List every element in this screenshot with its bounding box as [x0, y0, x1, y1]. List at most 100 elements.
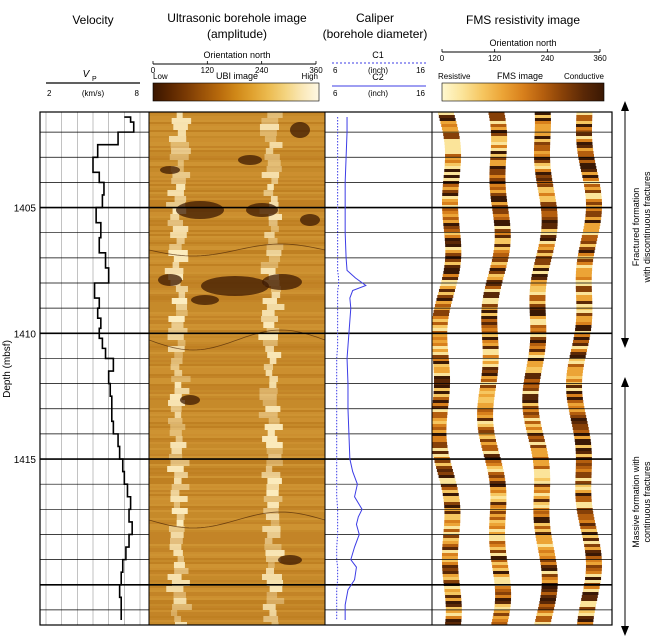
ubi-texture-row: [149, 222, 325, 224]
ubi-dark-feature: [180, 395, 200, 405]
fms-pad-strip: [538, 550, 555, 553]
ubi-dark-feature: [191, 295, 219, 305]
fms-pad-strip: [442, 217, 459, 220]
fms-pad-strip: [533, 502, 550, 505]
ubi-texture-row: [149, 208, 325, 210]
ubi-texture-row: [149, 528, 325, 530]
fms-pad-strip: [566, 376, 583, 379]
ubi-texture-row: [149, 210, 325, 212]
fms-pad-strip: [490, 556, 507, 559]
fms-pad-strip: [583, 586, 600, 589]
fms-pad-strip: [530, 340, 547, 343]
ubi-texture-row: [149, 608, 325, 610]
fms-pad-strip: [494, 601, 511, 604]
fms-pad-strip: [494, 235, 511, 238]
fms-pad-strip: [495, 598, 512, 601]
fms-pad-strip: [530, 325, 547, 328]
fms-pad-strip: [489, 166, 506, 169]
ubi-texture-row: [149, 262, 325, 264]
ubi-texture-row: [149, 418, 325, 420]
fms-pad-strip: [583, 541, 600, 544]
fms-pad-strip: [532, 271, 549, 274]
fms-pad-strip: [477, 421, 494, 424]
fms-pad-strip: [490, 265, 507, 268]
ubi-bright-patch: [258, 412, 278, 418]
fms-pad-strip: [489, 538, 506, 541]
ubi-texture-row: [149, 182, 325, 184]
fms-pad-strip: [576, 304, 593, 307]
fms-pad-strip: [584, 223, 601, 226]
fms-pad-strip: [568, 361, 585, 364]
ubi-texture-row: [149, 590, 325, 592]
fms-pad-strip: [534, 166, 551, 169]
fms-pad-strip: [444, 142, 461, 145]
ubi-bright-patch: [271, 178, 279, 184]
fms-pad-strip: [443, 136, 460, 139]
fms-pad-strip: [489, 541, 506, 544]
fms-pad-strip: [444, 157, 461, 160]
ubi-texture-row: [149, 218, 325, 220]
fms-pad-strip: [585, 199, 602, 202]
ubi-texture-row: [149, 494, 325, 496]
ubi-texture-row: [149, 338, 325, 340]
fms-pad-strip: [523, 412, 540, 415]
fms-pad-strip: [442, 205, 459, 208]
fms-pad-strip: [479, 436, 496, 439]
caliper-c2-unit: (inch): [368, 89, 388, 98]
ubi-texture-row: [149, 592, 325, 594]
depth-ticks: 1405 1410 1415: [14, 204, 37, 466]
fms-pad-strip: [585, 574, 602, 577]
fms-pad-strip: [442, 184, 459, 187]
fms-pad-strip: [530, 283, 547, 286]
fms-pad-strip: [532, 268, 549, 271]
ubi-texture-row: [149, 508, 325, 510]
ubi-bright-patch: [259, 394, 277, 400]
ubi-bright-patch: [171, 178, 186, 184]
ubi-bright-patch: [168, 418, 183, 424]
ubi-bright-patch: [263, 190, 274, 196]
fms-pad-strip: [491, 142, 508, 145]
fms-pad-strip: [576, 124, 593, 127]
velocity-grid: [45, 112, 141, 625]
caliper-c1-scale-max: 16: [416, 66, 425, 75]
fms-pad-strip: [582, 175, 599, 178]
fms-pad-strip: [566, 394, 583, 397]
annotation-massive-line2: continuous fractures: [642, 461, 652, 543]
ubi-texture-row: [149, 392, 325, 394]
fms-pad-strip: [441, 280, 458, 283]
fms-pad-strip: [572, 427, 589, 430]
fms-pad-strip: [577, 259, 594, 262]
ubi-texture-row: [149, 370, 325, 372]
fms-pad-strip: [443, 535, 460, 538]
fms-pad-strip: [494, 586, 511, 589]
fms-pad-strip: [441, 562, 458, 565]
fms-pad-strip: [481, 322, 498, 325]
ubi-bright-patch: [264, 424, 283, 430]
ubi-texture-row: [149, 444, 325, 446]
ubi-texture-row: [149, 346, 325, 348]
fms-pad-strip: [535, 259, 552, 262]
fms-pad-strip: [575, 475, 592, 478]
fms-pad-strip: [443, 271, 460, 274]
fms-pad-strip: [488, 472, 505, 475]
fms-pad-strip: [534, 163, 551, 166]
ubi-texture-row: [149, 258, 325, 260]
ubi-texture-row: [149, 492, 325, 494]
ubi-orientation-tick-label: 0: [151, 66, 156, 75]
ubi-bright-patch: [262, 310, 275, 316]
fms-pad-strip: [584, 187, 601, 190]
fms-pad-strip: [478, 397, 495, 400]
fms-pad-strip: [494, 229, 511, 232]
ubi-bright-patch: [170, 490, 180, 496]
vp-label-subscript: P: [92, 76, 97, 83]
fms-pad-strip: [494, 232, 511, 235]
ubi-texture-row: [149, 564, 325, 566]
fms-pad-strip: [530, 280, 547, 283]
ubi-texture-row: [149, 518, 325, 520]
fms-pad-strip: [585, 193, 602, 196]
fms-pad-strip: [477, 415, 494, 418]
ubi-texture-row: [149, 482, 325, 484]
ubi-texture-row: [149, 434, 325, 436]
ubi-texture-row: [149, 530, 325, 532]
fms-pad-strip: [575, 445, 592, 448]
